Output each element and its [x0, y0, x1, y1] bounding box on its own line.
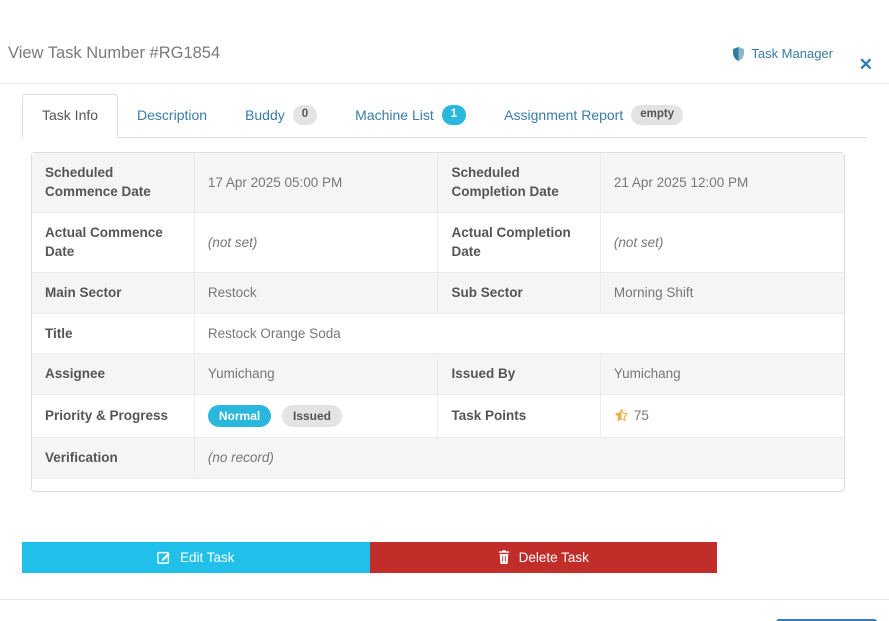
field-label: Scheduled Commence Date: [45, 164, 151, 200]
star-half-icon: [614, 408, 629, 423]
field-value: Yumichang: [599, 353, 844, 395]
table-row: Assignee Yumichang Issued By Yumichang: [32, 353, 844, 395]
field-label: Actual Completion Date: [437, 211, 601, 273]
progress-badge: Issued: [282, 404, 343, 428]
close-button[interactable]: Close: [776, 618, 877, 621]
field-label: Assignee: [32, 353, 195, 395]
field-label: Scheduled Completion Date: [437, 152, 601, 213]
tab-label: Buddy: [245, 106, 285, 123]
trash-icon: [498, 550, 510, 565]
edit-task-button[interactable]: Edit Task: [22, 541, 370, 573]
edit-task-label: Edit Task: [179, 549, 235, 565]
task-manager-link-label: Task Manager: [751, 46, 833, 61]
close-icon[interactable]: ✕: [858, 55, 873, 74]
table-row: Actual Commence Date (not set) Actual Co…: [32, 211, 844, 273]
field-label: Verification: [32, 437, 195, 479]
field-label: Actual Commence Date: [32, 211, 195, 273]
table-row: Verification (no record): [32, 437, 844, 479]
shield-icon: [732, 46, 745, 61]
field-value: Restock Orange Soda: [193, 312, 844, 354]
footer-divider: [0, 598, 889, 600]
priority-progress-cell: Normal Issued: [193, 393, 438, 438]
field-label: Main Sector: [32, 272, 195, 314]
field-value: Restock: [193, 272, 438, 314]
tab-label: Assignment Report: [504, 106, 624, 123]
field-value: (not set): [599, 211, 844, 273]
tab-machine-list[interactable]: Machine List 1: [336, 94, 485, 137]
table-row: Priority & Progress Normal Issued Task P…: [32, 393, 844, 438]
field-value: (no record): [193, 437, 844, 479]
table-row: Title Restock Orange Soda: [32, 312, 844, 354]
delete-task-label: Delete Task: [518, 549, 589, 565]
field-value: Yumichang: [193, 353, 438, 395]
field-value: Morning Shift: [599, 272, 844, 314]
tab-label: Task Info: [42, 107, 99, 124]
field-label: Title: [32, 312, 195, 354]
edit-icon: [157, 550, 171, 565]
page-title: View Task Number #RG1854: [8, 44, 221, 62]
table-row: Scheduled Commence Date 17 Apr 2025 05:0…: [32, 152, 844, 213]
task-points-value: 75: [633, 408, 649, 424]
tab-label: Machine List: [355, 106, 434, 123]
machine-count-badge: 1: [441, 105, 467, 125]
view-task-modal: ✕ View Task Number #RG1854 Task Manager …: [0, 44, 889, 621]
field-label: Priority & Progress: [32, 393, 195, 438]
field-label: Issued By: [437, 353, 601, 395]
field-value: (not set): [193, 211, 438, 273]
modal-footer: Close: [0, 600, 889, 621]
field-value: 17 Apr 2025 05:00 PM: [193, 152, 438, 213]
tab-buddy[interactable]: Buddy 0: [226, 94, 336, 137]
modal-header: View Task Number #RG1854 Task Manager: [8, 44, 833, 63]
field-label: Task Points: [437, 393, 601, 438]
tab-description[interactable]: Description: [118, 94, 226, 137]
priority-badge: Normal: [207, 404, 272, 428]
field-value: 21 Apr 2025 12:00 PM: [599, 152, 844, 213]
buddy-count-badge: 0: [292, 105, 318, 125]
header-divider: [0, 83, 889, 84]
task-info-table: Scheduled Commence Date 17 Apr 2025 05:0…: [32, 152, 844, 479]
delete-task-button[interactable]: Delete Task: [369, 541, 717, 573]
tab-bar: Task Info Description Buddy 0 Machine Li…: [22, 94, 867, 138]
tab-task-info[interactable]: Task Info: [22, 94, 119, 138]
tab-label: Description: [137, 106, 208, 123]
task-manager-link[interactable]: Task Manager: [732, 46, 833, 61]
action-buttons: Edit Task Delete Task: [22, 541, 717, 573]
field-label: Sub Sector: [437, 272, 601, 314]
tab-assignment-report[interactable]: Assignment Report empty: [485, 94, 702, 137]
task-info-panel: Scheduled Commence Date 17 Apr 2025 05:0…: [31, 151, 845, 492]
task-points-cell: 75: [599, 393, 844, 438]
report-empty-badge: empty: [631, 105, 684, 125]
table-row: Main Sector Restock Sub Sector Morning S…: [32, 272, 844, 314]
